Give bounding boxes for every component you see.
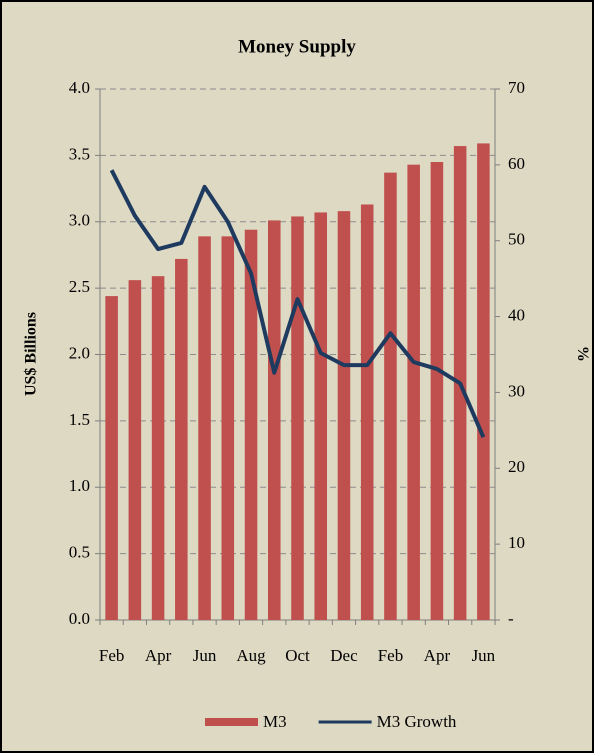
y-tick-label: 4.0	[69, 78, 90, 97]
x-tick-label: Feb	[99, 646, 125, 665]
bar	[244, 229, 258, 620]
y-tick-label: 1.5	[69, 410, 90, 429]
bar	[105, 296, 118, 620]
y2-tick-label: 30	[508, 381, 525, 400]
x-tick-label: Jun	[472, 646, 496, 665]
y-axis-title: US$ Billions	[23, 312, 40, 396]
bar	[337, 211, 351, 620]
bar	[430, 162, 444, 620]
legend-swatch	[205, 718, 258, 726]
y-tick-label: 0.0	[69, 609, 90, 628]
x-tick-label: Apr	[145, 646, 172, 665]
y2-tick-label: 20	[508, 457, 525, 476]
y2-axis-title: %	[576, 346, 593, 362]
x-tick-label: Aug	[236, 646, 266, 665]
y2-tick-label: -	[508, 609, 514, 628]
bar	[198, 236, 211, 621]
x-tick-label: Oct	[285, 646, 310, 665]
y-tick-label: 3.0	[69, 211, 90, 230]
chart-title: Money Supply	[238, 36, 356, 57]
bar	[267, 220, 281, 621]
y2-tick-label: 10	[508, 533, 525, 552]
bar	[291, 216, 304, 620]
y-tick-label: 2.0	[69, 343, 90, 362]
bar	[384, 172, 397, 620]
y-tick-label: 3.5	[69, 144, 90, 163]
y2-tick-label: 60	[508, 154, 525, 173]
legend-label: M3	[263, 712, 287, 731]
bar	[360, 204, 374, 620]
bar	[407, 164, 420, 621]
bar	[477, 143, 490, 621]
y-tick-label: 0.5	[69, 543, 90, 562]
y-tick-label: 1.0	[69, 476, 90, 495]
bar	[221, 236, 235, 621]
x-tick-label: Jun	[193, 646, 217, 665]
legend-label: M3 Growth	[377, 712, 457, 731]
line	[109, 169, 486, 438]
y2-tick-label: 50	[508, 230, 525, 249]
y2-tick-label: 70	[508, 78, 525, 97]
x-tick-label: Dec	[330, 646, 358, 665]
x-tick-label: Apr	[424, 646, 451, 665]
bar	[128, 280, 142, 620]
bar	[314, 212, 328, 620]
x-tick-label: Feb	[378, 646, 404, 665]
bar	[175, 258, 188, 620]
bar	[151, 276, 165, 620]
y-tick-label: 2.5	[69, 277, 90, 296]
y2-tick-label: 40	[508, 305, 525, 324]
